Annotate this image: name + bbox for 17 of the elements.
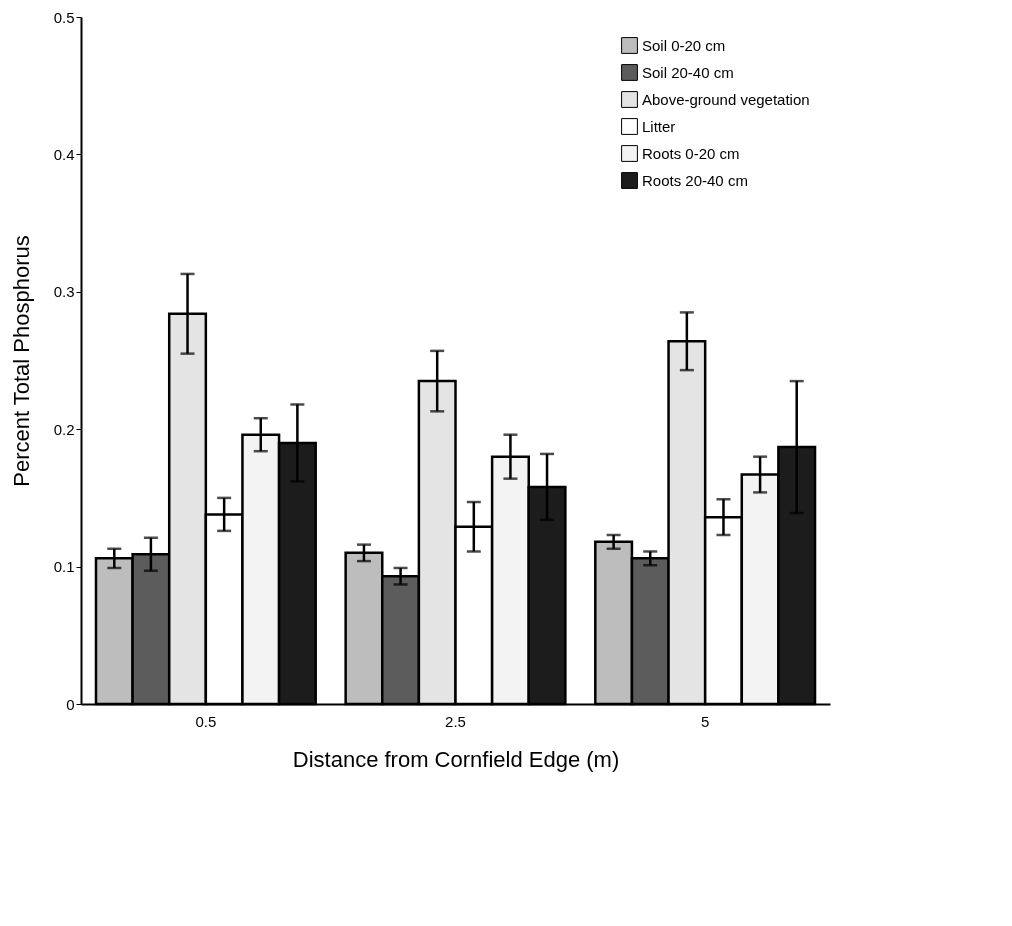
legend-label: Roots 0-20 cm [642, 144, 740, 162]
y-tick-label: 0.5 [53, 8, 75, 26]
y-tick-label: 0.2 [53, 420, 75, 438]
legend-label: Soil 20-40 cm [642, 63, 734, 81]
legend-label: Litter [642, 117, 676, 135]
legend-label: Soil 0-20 cm [642, 36, 726, 54]
legend-label: Above-ground vegetation [642, 90, 810, 108]
y-axis-title: Percent Total Phosphorus [8, 235, 34, 487]
x-tick-label: 0.5 [195, 712, 217, 730]
y-tick-label: 0.1 [53, 558, 75, 576]
y-tick-label: 0.4 [53, 145, 75, 163]
y-tick-label: 0 [66, 695, 75, 713]
legend-label: Roots 20-40 cm [642, 171, 748, 189]
x-tick-label: 2.5 [445, 712, 466, 730]
x-axis-title: Distance from Cornfield Edge (m) [292, 746, 620, 772]
y-tick-label: 0.3 [53, 283, 75, 301]
x-tick-label: 5 [700, 712, 710, 730]
